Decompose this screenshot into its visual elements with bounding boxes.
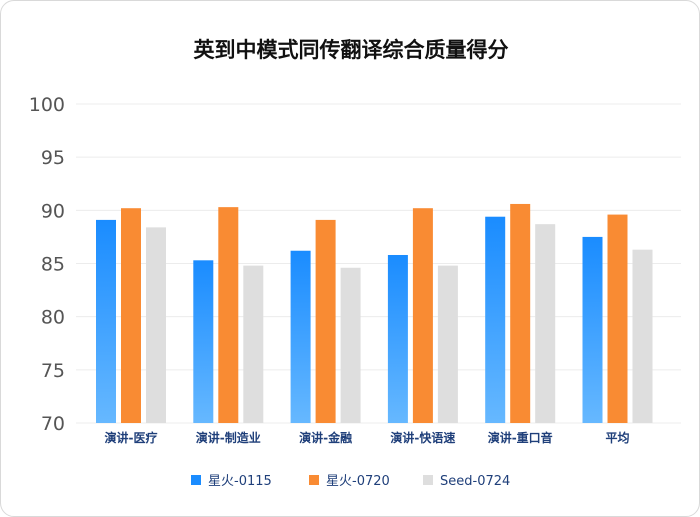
x-tick-label: 演讲-快语速	[390, 430, 455, 445]
y-tick-label: 100	[29, 94, 65, 116]
grid-layer	[76, 103, 681, 424]
bar-星火-0115-演讲-金融	[290, 250, 311, 423]
bar-星火-0720-演讲-医疗	[121, 208, 141, 423]
x-tick-label: 平均	[605, 430, 629, 445]
bar-星火-0720-演讲-重口音	[510, 203, 531, 423]
bar-星火-0115-演讲-快语速	[387, 254, 408, 423]
legend: 星火-0115 星火-0720 Seed-0724	[191, 474, 510, 489]
bar-星火-0720-平均	[607, 214, 628, 423]
legend-swatch	[191, 475, 201, 485]
legend-swatch	[309, 475, 319, 485]
legend-swatch	[423, 475, 433, 485]
bar-Seed-0724-平均	[632, 249, 653, 423]
legend-label: 星火-0115	[208, 474, 272, 489]
y-tick-label: 90	[41, 200, 65, 222]
legend-label: Seed-0724	[440, 474, 510, 489]
bar-星火-0115-演讲-制造业	[193, 260, 214, 423]
bar-Seed-0724-演讲-快语速	[437, 265, 458, 423]
bar-星火-0115-演讲-重口音	[485, 216, 506, 423]
bar-Seed-0724-演讲-重口音	[535, 224, 556, 423]
x-axis: 演讲-医疗 演讲-制造业 演讲-金融 演讲-快语速 演讲-重口音 平均	[105, 430, 630, 445]
x-tick-label: 演讲-制造业	[196, 430, 261, 445]
bar-星火-0115-平均	[582, 236, 603, 423]
bar-星火-0720-演讲-快语速	[412, 208, 433, 423]
bar-Seed-0724-演讲-金融	[340, 267, 361, 423]
y-axis: 70 75 80 85 90 95 100	[29, 94, 65, 435]
x-tick-label: 演讲-医疗	[105, 430, 158, 445]
bar-星火-0115-演讲-医疗	[96, 219, 116, 423]
y-tick-label: 75	[41, 360, 65, 382]
bar-星火-0720-演讲-制造业	[218, 207, 239, 423]
legend-label: 星火-0720	[326, 474, 390, 489]
x-tick-label: 演讲-金融	[299, 430, 352, 445]
chart-title: 英到中模式同传翻译综合质量得分	[194, 38, 509, 62]
y-tick-label: 80	[41, 307, 65, 329]
y-tick-label: 85	[41, 254, 65, 276]
x-tick-label: 演讲-重口音	[488, 430, 553, 445]
y-tick-label: 70	[41, 413, 65, 435]
bar-Seed-0724-演讲-医疗	[146, 227, 166, 423]
bar-星火-0720-演讲-金融	[315, 219, 336, 423]
bars	[96, 203, 653, 423]
y-tick-label: 95	[41, 147, 65, 169]
bar-Seed-0724-演讲-制造业	[243, 265, 264, 423]
